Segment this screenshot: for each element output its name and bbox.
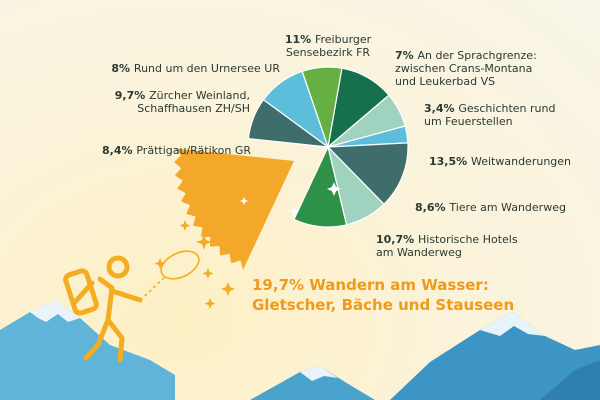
slice-name: Geschichten rund xyxy=(458,102,555,115)
lasso-icon xyxy=(139,250,200,301)
slice-name-line: Sensebezirk FR xyxy=(286,46,371,59)
slice-percent: 13,5% xyxy=(429,155,471,168)
slice-name-line: Gletscher, Bäche und Stauseen xyxy=(252,296,514,314)
slice-name-line: Schaffhausen ZH/SH xyxy=(137,102,250,115)
slice-label-1: 11% Freiburger Sensebezirk FR xyxy=(285,33,372,59)
slice-percent: 7% xyxy=(395,49,418,62)
mountain-right xyxy=(390,312,600,400)
slice-percent: 8% xyxy=(111,62,134,75)
mountain-left xyxy=(0,300,175,400)
slice-label-10: 8% Rund um den Urnersee UR xyxy=(111,62,280,75)
slice-name: Wandern am Wasser: xyxy=(309,276,489,294)
slice-name: Rund um den Urnersee UR xyxy=(134,62,280,75)
slice-label-2: 7% An der Sprachgrenze: zwischen Crans-Mo… xyxy=(395,49,537,88)
pie-slice-6 xyxy=(293,145,348,228)
slice-name: Prättigau/Rätikon GR xyxy=(136,144,251,157)
sparkle-icon xyxy=(385,237,393,245)
slice-name-line: am Wanderweg xyxy=(376,246,462,259)
slice-label-8: 8,4% Prättigau/Rätikon GR xyxy=(102,144,251,157)
pie-slice-10 xyxy=(301,66,343,148)
slice-label-7: 19,7% Wandern am Wasser: Gletscher, Bäche… xyxy=(252,276,514,314)
slice-name: Tiere am Wanderweg xyxy=(448,201,566,214)
slice-percent: 10,7% xyxy=(376,233,418,246)
mountain-right-snow xyxy=(480,312,545,336)
mountain-left-snow xyxy=(30,300,80,322)
slice-label-6: 10,7% Historische Hotels am Wanderweg xyxy=(376,233,518,259)
slice-label-3: 3,4% Geschichten rund um Feuerstellen xyxy=(424,102,555,128)
slice-name: Freiburger xyxy=(315,33,372,46)
mountain-center-snow xyxy=(300,366,338,381)
slice-percent: 8,4% xyxy=(102,144,136,157)
slice-name-line: und Leukerbad VS xyxy=(395,75,495,88)
slice-percent: 3,4% xyxy=(424,102,458,115)
slice-label-5: 8,6% Tiere am Wanderweg xyxy=(415,201,566,214)
sparkle-icons xyxy=(154,220,235,309)
slice-label-9: 9,7% Zürcher Weinland, Schaffhausen ZH/SH xyxy=(115,89,250,115)
slice-name-line: zwischen Crans-Montana xyxy=(395,62,532,75)
hiker-icon xyxy=(63,255,143,363)
sparkle-icon xyxy=(289,206,299,216)
slice-name: Zürcher Weinland, xyxy=(149,89,250,102)
sparkle-icon xyxy=(327,182,341,196)
slice-percent: 8,6% xyxy=(415,201,449,214)
slice-percent: 9,7% xyxy=(115,89,149,102)
sparkle-icon xyxy=(240,197,248,205)
slice-percent: 11% xyxy=(285,33,315,46)
slice-label-4: 13,5% Weitwanderungen xyxy=(429,155,571,168)
slice-name: An der Sprachgrenze: xyxy=(418,49,537,62)
slice-name: Weitwanderungen xyxy=(471,155,571,168)
slice-percent: 19,7% xyxy=(252,276,309,294)
pie-slice-7 xyxy=(174,148,294,270)
slice-name-line: um Feuerstellen xyxy=(424,115,513,128)
mountain-right-back xyxy=(540,360,600,400)
pie-slice-4 xyxy=(326,142,409,206)
mountain-center xyxy=(250,366,375,400)
slice-name: Historische Hotels xyxy=(418,233,518,246)
